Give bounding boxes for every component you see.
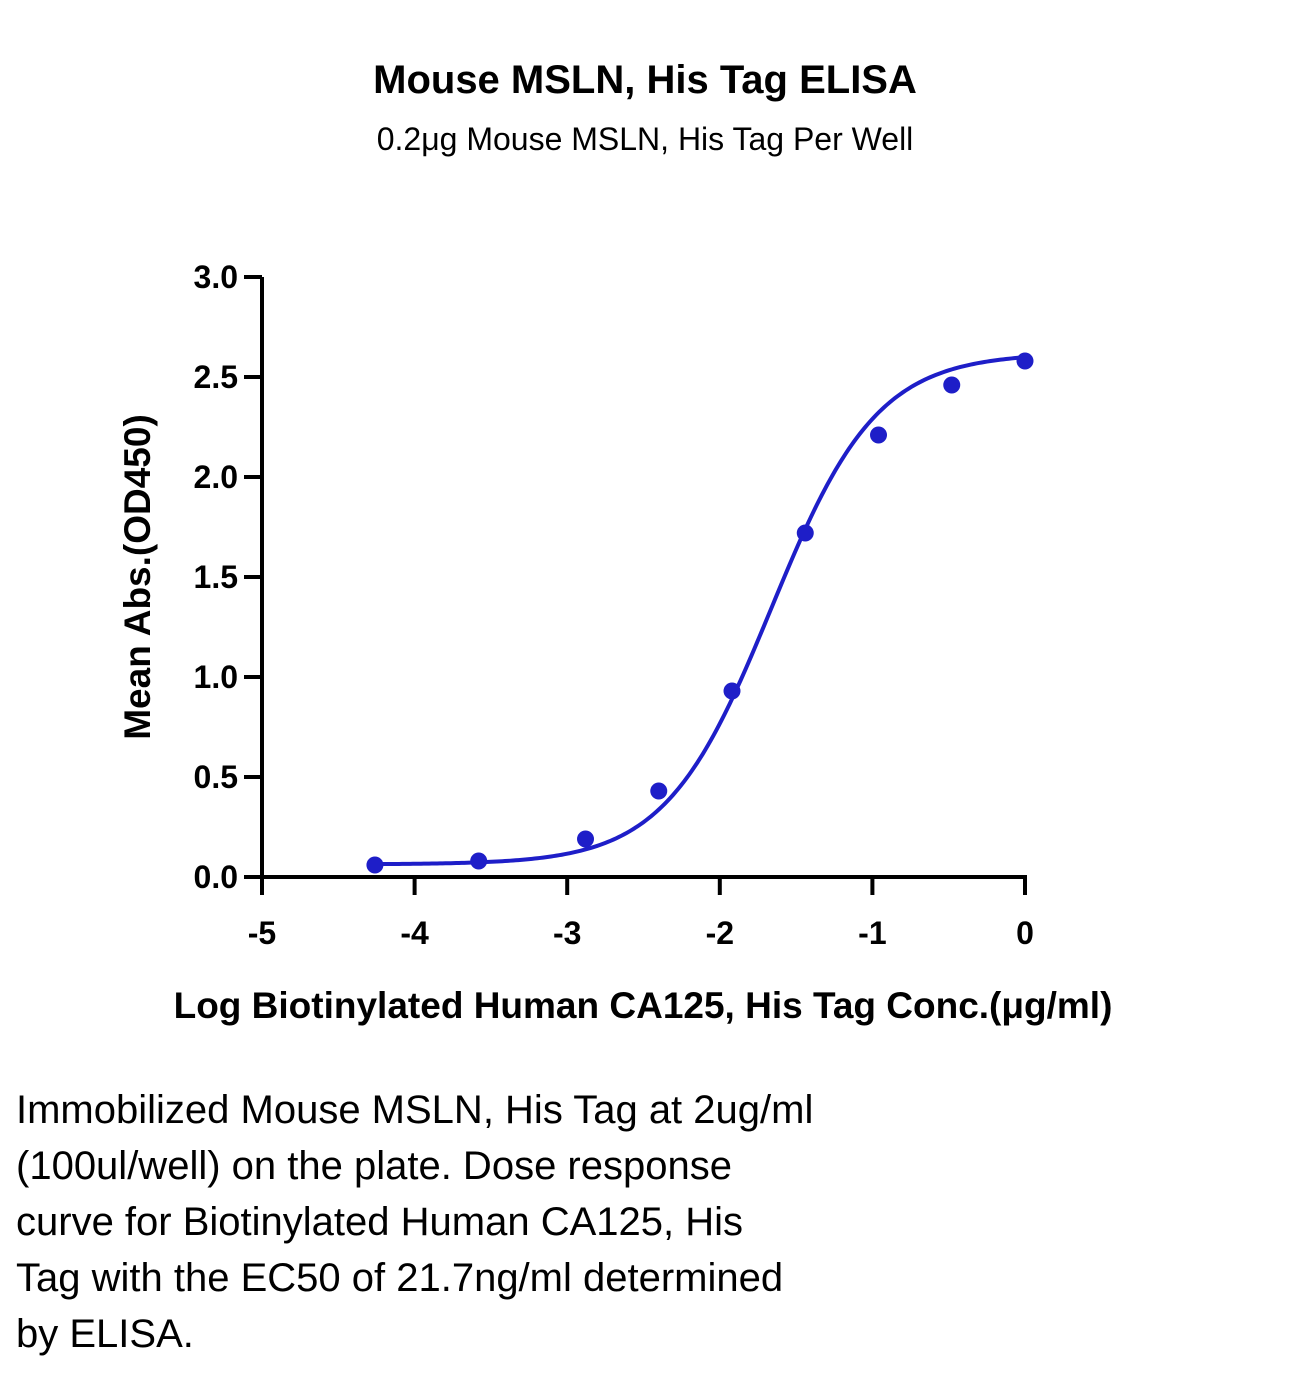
x-tick-label: -4 <box>400 915 429 951</box>
y-tick-label: 0.0 <box>194 859 238 895</box>
y-tick-label: 1.0 <box>194 659 238 695</box>
y-tick-label: 2.0 <box>194 459 238 495</box>
y-axis-ticks: 0.0 0.5 1.0 1.5 2.0 2.5 3.0 <box>194 259 262 895</box>
x-tick-label: -2 <box>706 915 734 951</box>
data-point <box>796 524 814 542</box>
data-point <box>650 782 668 800</box>
y-tick-label: 3.0 <box>194 259 238 295</box>
y-tick-label: 2.5 <box>194 359 238 395</box>
caption-line: Tag with the EC50 of 21.7ng/ml determine… <box>16 1256 784 1300</box>
data-point <box>577 830 595 848</box>
y-tick-label: 0.5 <box>194 759 238 795</box>
x-tick-label: -3 <box>553 915 581 951</box>
caption-line: by ELISA. <box>16 1312 194 1356</box>
caption-line: curve for Biotinylated Human CA125, His <box>16 1200 743 1244</box>
chart-subtitle: 0.2μg Mouse MSLN, His Tag Per Well <box>377 121 914 157</box>
data-point <box>366 856 384 874</box>
data-points <box>366 352 1034 874</box>
caption-line: Immobilized Mouse MSLN, His Tag at 2ug/m… <box>16 1088 814 1132</box>
y-tick-label: 1.5 <box>194 559 238 595</box>
data-point <box>1016 352 1034 370</box>
data-point <box>870 426 888 444</box>
data-point <box>723 682 741 700</box>
x-tick-label: -5 <box>248 915 276 951</box>
fit-curve-layer <box>374 355 1026 867</box>
axes <box>260 277 1027 879</box>
elisa-chart: Mouse MSLN, His Tag ELISA 0.2μg Mouse MS… <box>117 58 1113 1026</box>
x-tick-label: -1 <box>858 915 886 951</box>
data-point <box>943 376 961 394</box>
x-axis-ticks: -5 -4 -3 -2 -1 0 <box>248 877 1034 951</box>
figure-caption: Immobilized Mouse MSLN, His Tag at 2ug/m… <box>16 1082 1066 1362</box>
data-point <box>470 852 488 870</box>
fit-curve <box>374 355 1026 867</box>
caption-line: (100ul/well) on the plate. Dose response <box>16 1144 732 1188</box>
x-axis-label: Log Biotinylated Human CA125, His Tag Co… <box>174 985 1113 1026</box>
chart-title: Mouse MSLN, His Tag ELISA <box>373 58 917 102</box>
x-tick-label: 0 <box>1016 915 1034 951</box>
y-axis-label: Mean Abs.(OD450) <box>117 414 158 740</box>
